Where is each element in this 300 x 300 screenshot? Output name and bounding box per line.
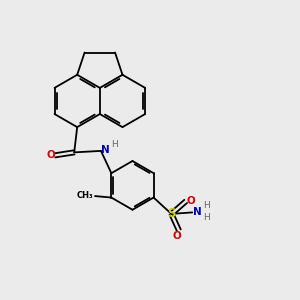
Text: CH₃: CH₃: [76, 191, 93, 200]
Text: H: H: [112, 140, 118, 149]
Text: N: N: [101, 145, 110, 155]
Text: N: N: [193, 206, 202, 217]
Text: O: O: [173, 231, 182, 241]
Text: O: O: [187, 196, 195, 206]
Text: S: S: [167, 207, 176, 220]
Text: H: H: [203, 213, 210, 222]
Text: H: H: [203, 201, 210, 210]
Text: O: O: [46, 150, 56, 160]
